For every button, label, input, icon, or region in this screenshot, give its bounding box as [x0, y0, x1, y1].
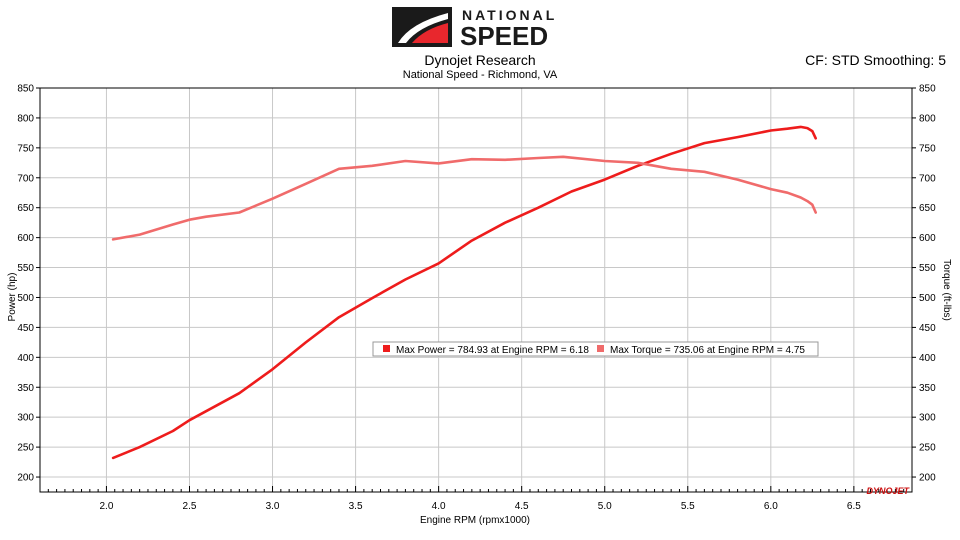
x-tick-label: 5.0 — [598, 501, 612, 512]
y-left-tick-label: 350 — [17, 383, 34, 394]
legend-entry-power: Max Power = 784.93 at Engine RPM = 6.18 — [396, 345, 589, 356]
y-right-tick-label: 250 — [919, 443, 936, 454]
y-left-tick-label: 850 — [17, 84, 34, 95]
x-minor-ticks — [47, 486, 913, 492]
y-right-tick-label: 650 — [919, 203, 936, 214]
y-left-tick-label: 800 — [17, 113, 34, 124]
chart-subtitle: National Speed - Richmond, VA — [402, 69, 558, 81]
y-left-tick-label: 750 — [17, 143, 34, 154]
y-left-tick-label: 200 — [17, 473, 34, 484]
national-speed-logo: NATIONAL SPEED — [390, 3, 570, 51]
series-line-power — [111, 125, 818, 460]
y-left-tick-label: 450 — [17, 323, 34, 334]
y-right-tick-label: 600 — [919, 233, 936, 244]
y-right-tick-label: 750 — [919, 143, 936, 154]
y-left-tick-label: 300 — [17, 413, 34, 424]
x-tick-label: 6.5 — [847, 501, 861, 512]
x-tick-label: 4.0 — [432, 501, 446, 512]
y-right-tick-label: 550 — [919, 263, 936, 274]
y-right-axis-ticks: 200 250 300 350 400 450 500 550 600 650 700 750 800 8… — [912, 84, 936, 484]
y-right-tick-label: 200 — [919, 473, 936, 484]
y-left-tick-label: 250 — [17, 443, 34, 454]
legend-box — [372, 341, 819, 357]
legend-swatch-power — [383, 345, 390, 352]
y-left-tick-label: 600 — [17, 233, 34, 244]
x-axis-label: Engine RPM (rpmx1000) — [420, 515, 530, 526]
y-left-tick-label: 550 — [17, 263, 34, 274]
y-left-tick-label: 700 — [17, 173, 34, 184]
correction-factor-note: CF: STD Smoothing: 5 — [805, 52, 946, 68]
y-left-tick-label: 500 — [17, 293, 34, 304]
x-tick-label: 3.5 — [349, 501, 363, 512]
y-right-tick-label: 300 — [919, 413, 936, 424]
x-axis-ticks: 2.0 2.5 3.0 3.5 4.0 4.5 5.0 5.5 6.0 6.5 — [99, 501, 861, 512]
x-tick-label: 6.0 — [764, 501, 778, 512]
y-right-tick-label: 800 — [919, 113, 936, 124]
series-lines — [111, 125, 818, 460]
y-left-tick-label: 650 — [17, 203, 34, 214]
y-left-axis-ticks: 200 250 300 350 400 450 500 550 600 650 700 750 800 8… — [17, 84, 40, 484]
plot-frame — [39, 87, 913, 493]
y-right-axis-label: Torque (ft-lbs) — [941, 259, 952, 321]
legend-swatch-torque — [597, 345, 604, 352]
y-right-tick-label: 500 — [919, 293, 936, 304]
chart-title: Dynojet Research — [424, 52, 536, 68]
y-right-tick-label: 700 — [919, 173, 936, 184]
x-tick-label: 5.5 — [681, 501, 695, 512]
logo-text-speed: SPEED — [460, 21, 548, 49]
y-left-tick-label: 400 — [17, 353, 34, 364]
y-right-tick-label: 400 — [919, 353, 936, 364]
dynojet-watermark: DYNOJET — [866, 486, 910, 496]
y-right-tick-label: 850 — [919, 84, 936, 95]
y-right-tick-label: 350 — [919, 383, 936, 394]
grid — [40, 87, 912, 492]
legend: Max Power = 784.93 at Engine RPM = 6.18 … — [372, 341, 819, 357]
logo-text-national: NATIONAL — [462, 7, 557, 23]
x-tick-label: 2.5 — [183, 501, 197, 512]
y-left-axis-label: Power (hp) — [7, 273, 18, 322]
series-line-torque — [111, 155, 818, 241]
x-tick-label: 4.5 — [515, 501, 529, 512]
x-tick-label: 2.0 — [99, 501, 113, 512]
logo-emblem — [392, 7, 452, 47]
x-tick-label: 3.0 — [266, 501, 280, 512]
y-right-tick-label: 450 — [919, 323, 936, 334]
legend-entry-torque: Max Torque = 735.06 at Engine RPM = 4.75 — [610, 345, 805, 356]
